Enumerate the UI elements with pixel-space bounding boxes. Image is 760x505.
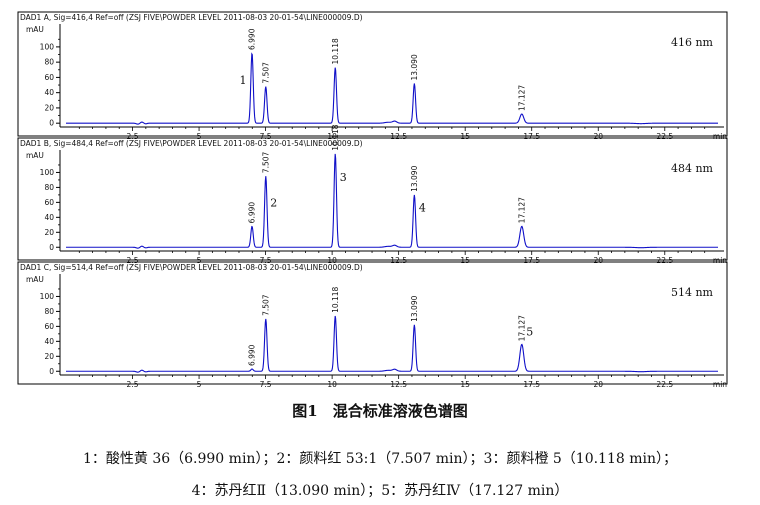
x-tick-label: 17.5 <box>523 380 540 389</box>
y-tick-label: 20 <box>44 352 54 361</box>
peak-legend-line-2: 4：苏丹红Ⅱ（13.090 min）；5：苏丹红Ⅳ（17.127 min） <box>191 483 569 499</box>
x-tick-label: 2.5 <box>127 256 139 265</box>
x-tick-label: 17.5 <box>523 256 540 265</box>
peak-rt-label: 6.990 <box>248 344 257 366</box>
y-axis-unit: mAU <box>26 151 44 160</box>
x-tick-label: 2.5 <box>127 132 139 141</box>
y-tick-label: 0 <box>49 367 54 376</box>
peak-rt-label: 13.090 <box>410 54 419 80</box>
wavelength-label: 416 nm <box>671 36 714 49</box>
x-axis-unit: min <box>713 380 727 389</box>
x-tick-label: 20 <box>593 380 603 389</box>
y-tick-label: 80 <box>44 307 54 316</box>
peak-id-label: 2 <box>270 197 277 210</box>
x-tick-label: 20 <box>593 256 603 265</box>
peak-rt-label: 17.127 <box>517 315 526 341</box>
y-tick-label: 0 <box>49 243 54 252</box>
x-tick-label: 7.5 <box>260 380 272 389</box>
x-tick-label: 12.5 <box>390 380 407 389</box>
x-tick-label: 7.5 <box>260 256 272 265</box>
panel-frame <box>17 137 728 261</box>
x-tick-label: 15 <box>460 256 470 265</box>
peak-rt-label: 10.118 <box>331 124 340 150</box>
peak-id-label: 1 <box>240 74 247 87</box>
x-tick-label: 12.5 <box>390 132 407 141</box>
x-tick-label: 10 <box>327 132 337 141</box>
peak-rt-label: 7.507 <box>261 151 270 173</box>
x-axis-unit: min <box>713 132 727 141</box>
chromatogram-trace <box>66 315 718 373</box>
y-axis-unit: mAU <box>26 25 44 34</box>
peak-legend-line-1: 1：酸性黄 36（6.990 min）；2：颜料红 53:1（7.507 min… <box>82 451 678 467</box>
y-tick-label: 20 <box>44 103 54 112</box>
y-tick-label: 60 <box>44 322 54 331</box>
y-tick-label: 40 <box>44 88 54 97</box>
y-tick-label: 60 <box>44 198 54 207</box>
peak-rt-label: 17.127 <box>517 85 526 111</box>
x-tick-label: 20 <box>593 132 603 141</box>
y-tick-label: 40 <box>44 213 54 222</box>
peak-id-label: 5 <box>526 325 533 338</box>
y-axis-unit: mAU <box>26 275 44 284</box>
wavelength-label: 514 nm <box>671 286 714 299</box>
peak-rt-label: 10.118 <box>331 286 340 312</box>
chromatogram-figure: DAD1 A, Sig=416,4 Ref=off (ZSJ FIVE\POWD… <box>17 11 728 389</box>
x-tick-label: 5 <box>197 380 202 389</box>
x-tick-label: 2.5 <box>127 380 139 389</box>
x-tick-label: 22.5 <box>656 256 673 265</box>
x-tick-label: 10 <box>327 256 337 265</box>
x-tick-label: 15 <box>460 380 470 389</box>
x-tick-label: 15 <box>460 132 470 141</box>
y-tick-label: 80 <box>44 58 54 67</box>
peak-rt-label: 13.090 <box>410 295 419 321</box>
y-tick-label: 0 <box>49 119 54 128</box>
y-tick-label: 100 <box>40 292 55 301</box>
y-tick-label: 20 <box>44 228 54 237</box>
x-tick-label: 22.5 <box>656 132 673 141</box>
y-tick-label: 60 <box>44 73 54 82</box>
peak-rt-label: 7.507 <box>261 294 270 316</box>
panel-frame <box>17 11 728 137</box>
x-tick-label: 12.5 <box>390 256 407 265</box>
x-tick-label: 17.5 <box>523 132 540 141</box>
chromatogram-trace <box>66 52 718 125</box>
x-tick-label: 22.5 <box>656 380 673 389</box>
peak-rt-label: 10.118 <box>331 38 340 64</box>
peak-rt-label: 13.090 <box>410 165 419 191</box>
peak-id-label: 3 <box>340 171 347 184</box>
x-tick-label: 7.5 <box>260 132 272 141</box>
panel-header: DAD1 B, Sig=484,4 Ref=off (ZSJ FIVE\POWD… <box>20 139 363 148</box>
peak-id-label: 4 <box>419 201 426 214</box>
peak-rt-label: 7.507 <box>261 62 270 84</box>
y-tick-label: 80 <box>44 183 54 192</box>
panel-frame <box>17 261 728 385</box>
x-tick-label: 5 <box>197 256 202 265</box>
chromatogram-trace <box>66 153 718 249</box>
peak-rt-label: 6.990 <box>248 28 257 50</box>
peak-rt-label: 17.127 <box>517 197 526 223</box>
x-axis-unit: min <box>713 256 727 265</box>
peak-rt-label: 6.990 <box>248 202 257 224</box>
y-tick-label: 40 <box>44 337 54 346</box>
y-tick-label: 100 <box>40 42 55 51</box>
x-tick-label: 5 <box>197 132 202 141</box>
wavelength-label: 484 nm <box>671 162 714 175</box>
figure-caption: 图1 混合标准溶液色谱图 <box>292 402 468 420</box>
panel-header: DAD1 C, Sig=514,4 Ref=off (ZSJ FIVE\POWD… <box>20 263 363 272</box>
panel-header: DAD1 A, Sig=416,4 Ref=off (ZSJ FIVE\POWD… <box>20 13 363 22</box>
y-tick-label: 100 <box>40 168 55 177</box>
x-tick-label: 10 <box>327 380 337 389</box>
